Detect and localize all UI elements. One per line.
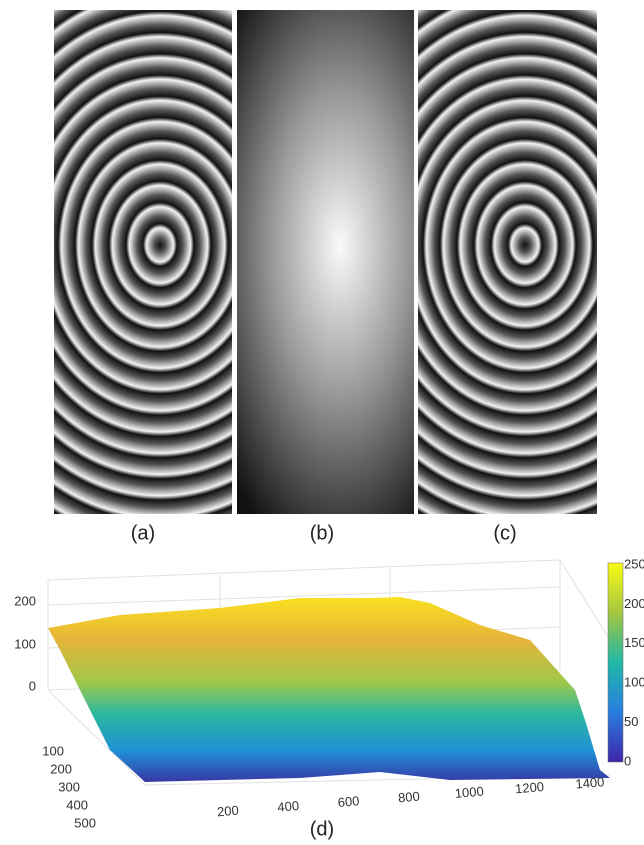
- tick-label: 200: [624, 596, 644, 611]
- tick-label: 100: [14, 636, 36, 651]
- tick-label: 600: [337, 793, 360, 810]
- phase-surface: [48, 597, 610, 782]
- tick-label: 300: [58, 779, 80, 794]
- wrapped-phase-image: [54, 10, 232, 514]
- tick-label: 0: [624, 753, 631, 768]
- panel-label: (a): [131, 522, 155, 544]
- tick-label: 100: [42, 743, 64, 758]
- panel-label: (d): [310, 818, 334, 840]
- tick-label: 200: [50, 761, 72, 776]
- panel-label: (c): [493, 522, 516, 544]
- tick-label: 800: [397, 789, 420, 806]
- colorbar: [607, 562, 624, 763]
- tick-label: 1200: [515, 779, 545, 796]
- unwrapped-phase-image: [237, 10, 414, 514]
- tick-label: 200: [216, 803, 239, 820]
- rewrapped-phase-image: [418, 10, 597, 514]
- tick-label: 150: [624, 635, 644, 650]
- tick-label: 250: [624, 556, 644, 571]
- tick-label: 400: [277, 798, 300, 815]
- tick-label: 1000: [454, 784, 484, 801]
- tick-label: 0: [29, 678, 36, 693]
- tick-label: 400: [66, 797, 88, 812]
- panel-label: (b): [310, 522, 334, 544]
- tick-label: 100: [624, 675, 644, 690]
- tick-label: 500: [74, 815, 96, 830]
- tick-label: 200: [14, 593, 36, 608]
- tick-label: 50: [624, 714, 638, 729]
- tick-label: 1400: [575, 774, 605, 791]
